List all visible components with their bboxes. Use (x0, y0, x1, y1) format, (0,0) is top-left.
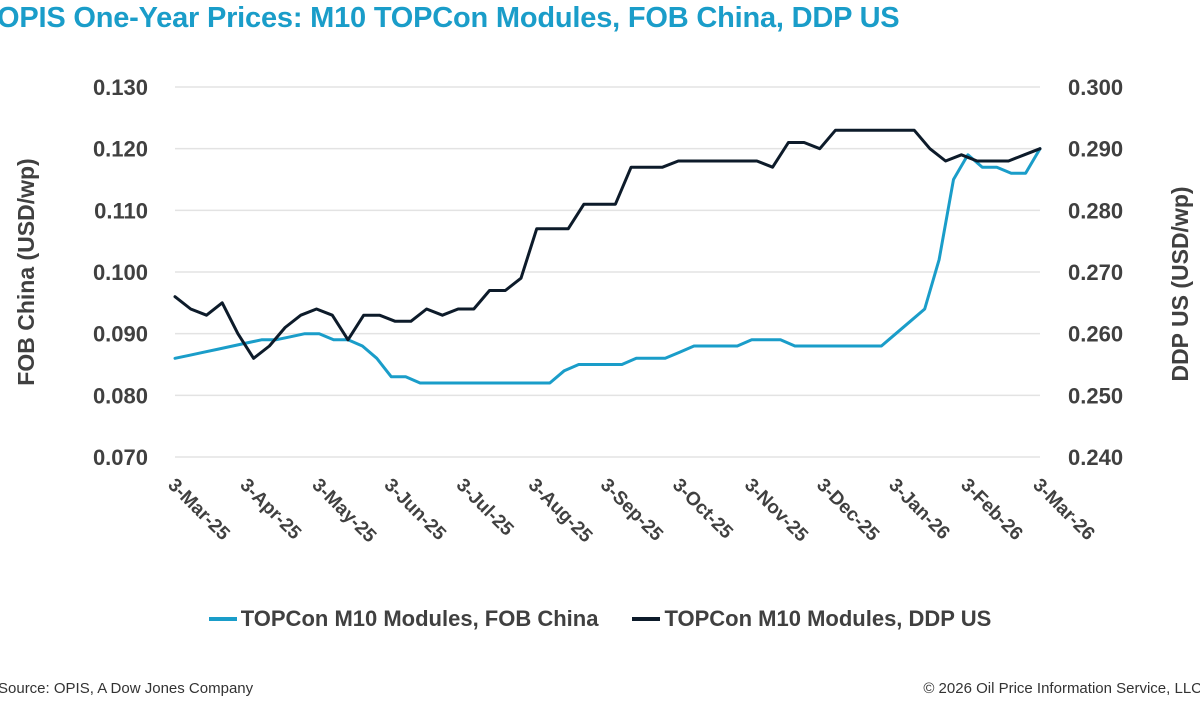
y2-tick-label: 0.270 (1068, 260, 1123, 285)
copyright-note: © 2026 Oil Price Information Service, LL… (923, 680, 1200, 697)
y-axis-right-ticks: 0.240 0.250 0.260 0.270 0.280 0.290 0.300 (1068, 75, 1123, 470)
legend: TOPCon M10 Modules, FOB China TOPCon M10… (0, 606, 1200, 632)
y2-tick-label: 0.260 (1068, 322, 1123, 347)
x-tick-label: 3-Sep-25 (596, 475, 667, 546)
y2-tick-label: 0.240 (1068, 445, 1123, 470)
y2-tick-label: 0.280 (1068, 198, 1123, 223)
x-tick-label: 3-Oct-25 (668, 475, 737, 544)
chart-title: OPIS One-Year Prices: M10 TOPCon Modules… (0, 2, 900, 34)
legend-item-fob-china: TOPCon M10 Modules, FOB China (208, 606, 599, 632)
x-tick-label: 3-Jun-25 (380, 475, 450, 545)
legend-label: TOPCon M10 Modules, DDP US (664, 606, 992, 631)
y-tick-label: 0.130 (93, 75, 148, 100)
legend-item-ddp-us: TOPCon M10 Modules, DDP US (632, 606, 991, 632)
y-tick-label: 0.120 (93, 137, 148, 162)
y-tick-label: 0.090 (93, 322, 148, 347)
y2-tick-label: 0.290 (1068, 137, 1123, 162)
y-tick-label: 0.070 (93, 445, 148, 470)
series-line-ddp-us (173, 128, 1042, 360)
series-line-fob-china (173, 147, 1042, 385)
x-tick-label: 3-Nov-25 (740, 475, 812, 547)
gridlines (175, 86, 1040, 458)
x-tick-label: 3-Mar-25 (163, 475, 233, 545)
x-tick-label: 3-Mar-26 (1028, 475, 1098, 545)
series-lines (173, 128, 1042, 385)
x-tick-label: 3-Aug-25 (524, 475, 597, 548)
x-axis-ticks: 3-Mar-25 3-Apr-25 3-May-25 3-Jun-25 3-Jul-25… (163, 475, 1098, 548)
source-note: Source: OPIS, A Dow Jones Company (0, 680, 254, 697)
y-tick-label: 0.110 (94, 198, 148, 223)
y-axis-left-label: FOB China (USD/wp) (13, 158, 39, 385)
legend-swatch-fob-china (208, 617, 237, 621)
y-axis-right-label: DDP US (USD/wp) (1167, 186, 1193, 381)
x-tick-label: 3-Jul-25 (452, 475, 518, 541)
x-tick-label: 3-Apr-25 (236, 475, 306, 545)
x-tick-label: 3-Dec-25 (812, 475, 883, 546)
y-tick-label: 0.080 (93, 383, 148, 408)
y-tick-label: 0.100 (93, 260, 148, 285)
x-tick-label: 3-May-25 (308, 475, 381, 548)
y-axis-left-ticks: 0.070 0.080 0.090 0.100 0.110 0.120 0.130 (93, 75, 148, 470)
y2-tick-label: 0.300 (1068, 75, 1123, 100)
x-tick-label: 3-Jan-26 (884, 475, 953, 544)
legend-swatch-ddp-us (632, 617, 661, 621)
y2-tick-label: 0.250 (1068, 383, 1123, 408)
x-tick-label: 3-Feb-26 (956, 475, 1026, 545)
legend-label: TOPCon M10 Modules, FOB China (240, 606, 599, 631)
